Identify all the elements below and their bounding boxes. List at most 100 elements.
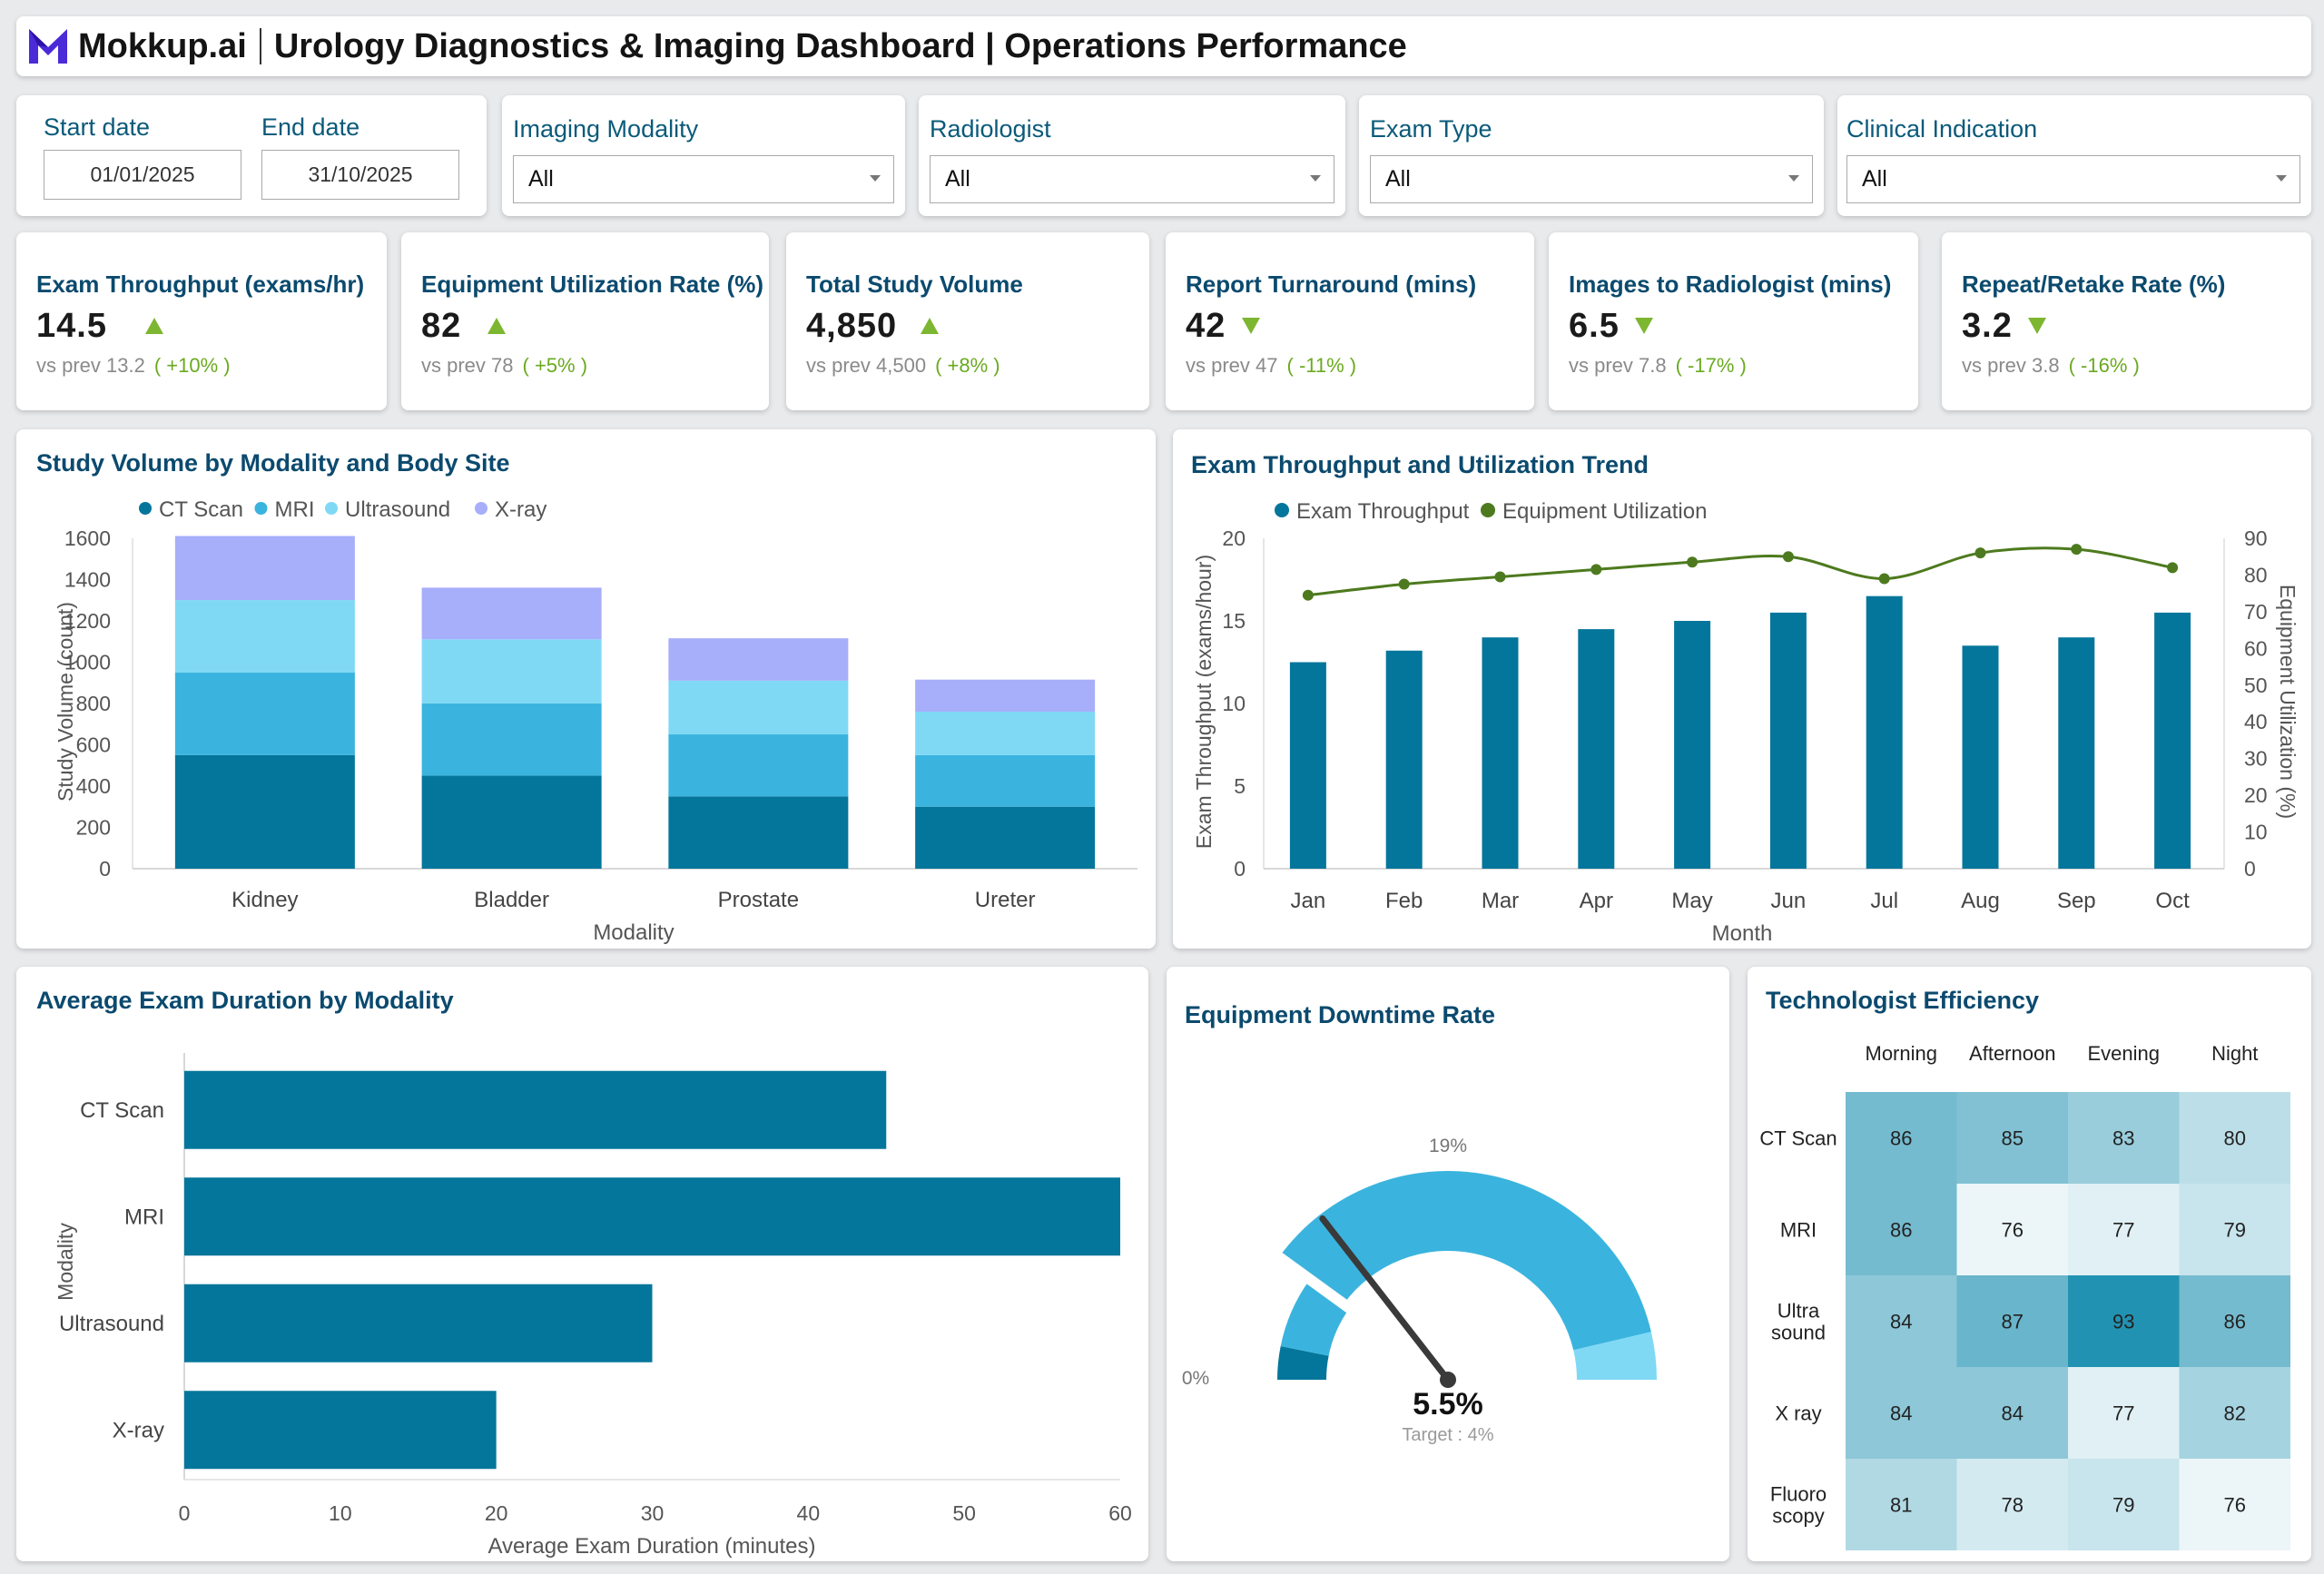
gauge-min-label: 0%	[1182, 1368, 1209, 1389]
header-divider	[259, 28, 261, 64]
y2-tick-label: 60	[2244, 636, 2268, 660]
legend-label: CT Scan	[159, 497, 243, 522]
bar-segment	[668, 680, 849, 735]
bar-segment	[421, 703, 602, 776]
duration-bar	[184, 1177, 1120, 1256]
bar-segment	[174, 754, 355, 869]
heatmap-cell	[2068, 1367, 2180, 1459]
exam-type-select[interactable]: All	[1370, 155, 1813, 203]
kpi-previous: vs prev 78	[421, 354, 514, 377]
exam-duration-chart: CT Scan MRI Ultrasound X-ray 0 10 20 30 40 50 60 Av…	[54, 1053, 1132, 1559]
indication-filter-card: Clinical Indication All	[1837, 95, 2311, 216]
kpi-comparison: vs prev 3.8 ( -16% )	[1962, 354, 2140, 378]
x-tick-label: 40	[797, 1501, 821, 1525]
heatmap-row-label: scopy	[1772, 1505, 1824, 1528]
throughput-trend-title: Exam Throughput and Utilization Trend	[1191, 451, 1649, 478]
modality-filter-label: Imaging Modality	[513, 115, 699, 143]
chevron-down-icon	[2276, 175, 2287, 182]
legend-label: MRI	[275, 497, 315, 522]
bar-segment	[915, 679, 1096, 712]
x-tick-label: Mar	[1482, 889, 1519, 913]
y2-tick-label: 0	[2244, 857, 2256, 880]
heatmap-cell-value: 87	[2002, 1311, 2024, 1333]
kpi-change: ( -16% )	[2068, 354, 2140, 377]
legend-label: X-ray	[495, 497, 547, 522]
heatmap-row-label: Ultra	[1777, 1300, 1820, 1323]
y2-tick-label: 20	[2244, 783, 2268, 807]
modality-select[interactable]: All	[513, 155, 894, 203]
utilization-point	[1782, 551, 1794, 563]
heatmap-cell	[1846, 1184, 1957, 1275]
legend-marker	[475, 502, 487, 515]
x-tick-label: Jul	[1870, 889, 1898, 913]
kpi-comparison: vs prev 4,500 ( +8% )	[806, 354, 1000, 378]
gauge-needle	[1319, 1215, 1452, 1383]
chevron-down-icon	[870, 175, 881, 182]
modality-select-value: All	[528, 166, 554, 192]
heatmap-cell-value: 86	[2224, 1311, 2246, 1333]
radiologist-filter-card: Radiologist All	[919, 95, 1345, 216]
y-tick-label: 1400	[64, 567, 111, 591]
kpi-change: ( -11% )	[1286, 354, 1357, 377]
y-tick-label: 15	[1222, 609, 1246, 633]
header-bar: Mokkup.ai Urology Diagnostics & Imaging …	[16, 16, 2311, 76]
y-tick-label: X-ray	[113, 1418, 164, 1442]
triangle-down-icon	[1635, 318, 1653, 334]
y-tick-label: 1000	[64, 650, 111, 674]
heatmap-column-label: Afternoon	[1969, 1042, 2055, 1065]
indication-select[interactable]: All	[1846, 155, 2300, 203]
heatmap-cell	[2068, 1092, 2180, 1184]
radiologist-select[interactable]: All	[930, 155, 1334, 203]
heatmap-cell	[2179, 1275, 2290, 1367]
triangle-down-icon	[2028, 318, 2046, 334]
heatmap-cell	[1956, 1459, 2068, 1550]
start-date-input[interactable]: 01/01/2025	[44, 150, 241, 200]
x-tick-label: 60	[1108, 1501, 1132, 1525]
heatmap-cell	[2179, 1092, 2290, 1184]
y2-tick-label: 90	[2244, 526, 2268, 550]
kpi-title: Exam Throughput (exams/hr)	[36, 271, 365, 298]
utilization-point	[2071, 544, 2083, 556]
duration-bar	[184, 1284, 653, 1362]
throughput-trend-chart: Exam Throughput Equipment Utilization 0 5 10…	[1192, 499, 2299, 946]
kpi-change: ( -17% )	[1675, 354, 1747, 377]
y-tick-label: 10	[1222, 692, 1246, 715]
modality-filter-card: Imaging Modality All	[502, 95, 905, 216]
gauge-needle-hub	[1440, 1372, 1456, 1388]
gauge-gap	[1268, 1247, 1356, 1315]
kpi-previous: vs prev 4,500	[806, 354, 927, 377]
heatmap-cell-value: 80	[2224, 1127, 2246, 1150]
kpi-value: 4,850	[806, 307, 898, 345]
heatmap-cell-value: 85	[2002, 1127, 2024, 1150]
legend-marker	[325, 502, 338, 515]
heatmap-row-label: CT Scan	[1759, 1127, 1837, 1150]
kpi-value: 6.5	[1569, 307, 1620, 345]
heatmap-cell-value: 76	[2002, 1219, 2024, 1242]
heatmap-row-label: Fluoro	[1770, 1483, 1827, 1506]
heatmap-cell	[1846, 1367, 1957, 1459]
kpi-title: Report Turnaround (mins)	[1186, 271, 1477, 298]
heatmap-cell-value: 82	[2224, 1402, 2246, 1425]
legend-marker	[254, 502, 268, 515]
kpi-card: Repeat/Retake Rate (%) 3.2 vs prev 3.8 ( …	[1942, 232, 2311, 410]
study-volume-title: Study Volume by Modality and Body Site	[36, 449, 510, 477]
throughput-bar	[1482, 637, 1519, 869]
brand-name: Mokkup.ai	[78, 26, 247, 65]
y2-tick-label: 30	[2244, 747, 2268, 771]
heatmap-cell-value: 84	[1890, 1402, 1912, 1425]
heatmap-cell	[2068, 1275, 2180, 1367]
bar-segment	[668, 638, 849, 681]
y2-tick-label: 10	[2244, 821, 2268, 844]
kpi-comparison: vs prev 78 ( +5% )	[421, 354, 587, 378]
bar-segment	[421, 639, 602, 703]
end-date-input[interactable]: 31/10/2025	[261, 150, 459, 200]
heatmap-cell-value: 86	[1890, 1127, 1912, 1150]
technologist-efficiency-title: Technologist Efficiency	[1766, 987, 2040, 1014]
kpi-comparison: vs prev 7.8 ( -17% )	[1569, 354, 1747, 378]
chevron-down-icon	[1310, 175, 1321, 182]
x-axis-title: Average Exam Duration (minutes)	[487, 1534, 815, 1559]
bar-segment	[174, 672, 355, 755]
bar-segment	[668, 796, 849, 869]
heatmap-column-label: Night	[2211, 1042, 2258, 1065]
y-tick-label: 600	[76, 733, 111, 756]
